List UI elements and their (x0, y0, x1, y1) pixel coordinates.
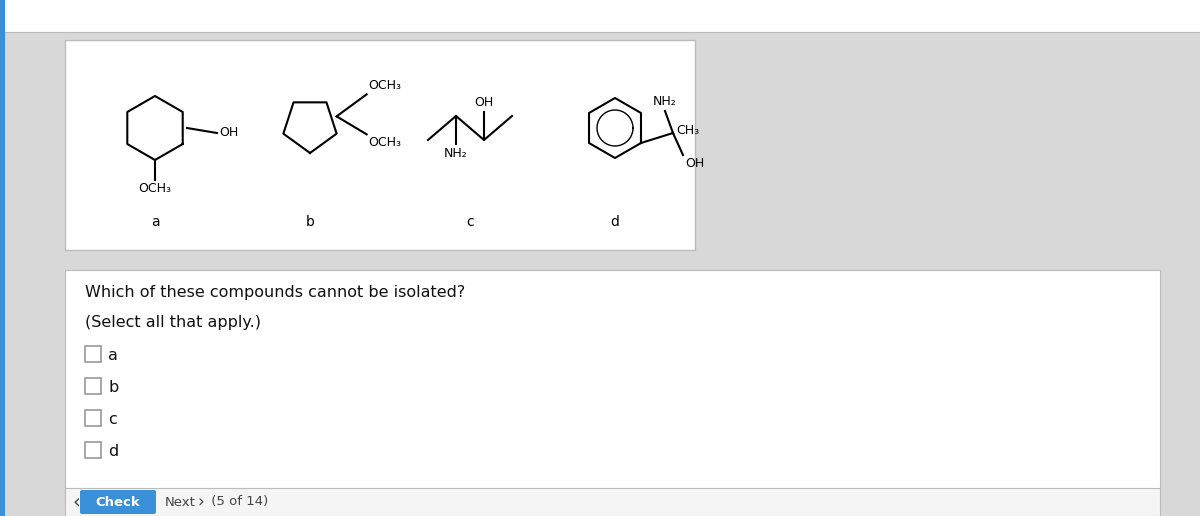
Bar (65, 40, 695, 250)
Text: OH: OH (220, 126, 239, 139)
Text: a: a (151, 215, 160, 229)
Bar (5, 0, 1200, 32)
FancyBboxPatch shape (80, 490, 156, 514)
Text: OH: OH (685, 157, 704, 170)
Text: d: d (611, 215, 619, 229)
Text: OH: OH (474, 96, 493, 109)
Text: EXERCISE: EXERCISE (20, 7, 110, 25)
Text: Which of these compounds cannot be isolated?: Which of these compounds cannot be isola… (85, 284, 466, 299)
Text: a: a (108, 347, 118, 363)
Text: (Select all that apply.): (Select all that apply.) (85, 314, 262, 330)
Text: c: c (108, 411, 116, 427)
Text: d: d (108, 443, 119, 459)
Bar (0, 0, 5, 516)
Text: ›: › (197, 493, 204, 511)
Bar (85, 410, 101, 426)
Text: Check: Check (96, 495, 140, 508)
Text: OCH₃: OCH₃ (138, 182, 172, 195)
Text: CH₃: CH₃ (676, 124, 700, 137)
Text: (5 of 14): (5 of 14) (208, 495, 269, 508)
Text: c: c (466, 215, 474, 229)
Text: b: b (108, 379, 119, 395)
Bar (65, 488, 1160, 516)
Text: NH₂: NH₂ (444, 147, 468, 160)
Text: ‹: ‹ (72, 492, 79, 511)
Text: Next: Next (166, 495, 196, 508)
Text: b: b (306, 215, 314, 229)
Text: OCH₃: OCH₃ (368, 136, 402, 149)
Text: OCH₃: OCH₃ (368, 79, 402, 92)
Text: NH₂: NH₂ (653, 95, 677, 108)
Bar (85, 346, 101, 362)
Bar (65, 270, 1160, 500)
Text: Carbonyl Reactions: Carbonyl Reactions (100, 7, 293, 25)
Bar (85, 442, 101, 458)
Bar (85, 378, 101, 394)
